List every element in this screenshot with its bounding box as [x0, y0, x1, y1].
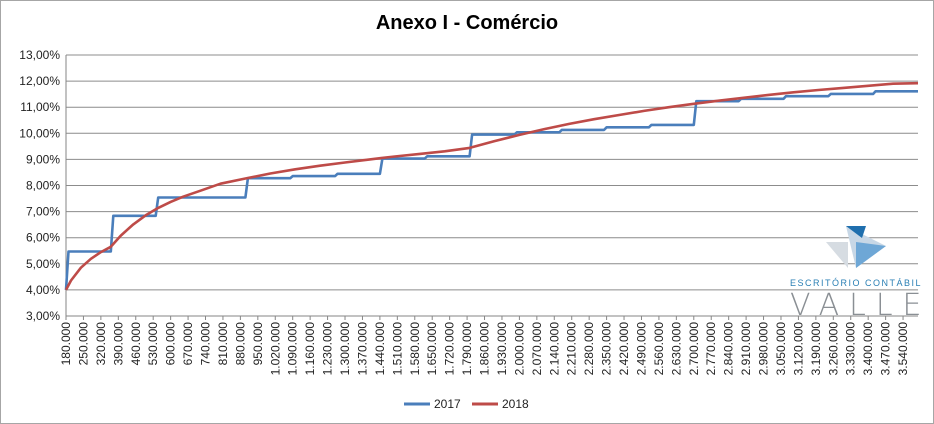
x-tick-label: 2.070.000	[530, 322, 544, 376]
logo-mark-icon	[826, 226, 886, 268]
x-tick-label: 1.930.000	[495, 322, 509, 376]
x-tick-label: 390.000	[111, 322, 125, 366]
x-tick-label: 3.330.000	[844, 322, 858, 376]
x-tick-label: 2.840.000	[722, 322, 736, 376]
x-tick-label: 2.770.000	[704, 322, 718, 376]
valle-logo: ESCRITÓRIO CONTÁBIL VALLE	[790, 220, 923, 323]
y-tick-label: 8,00%	[26, 179, 60, 193]
x-tick-label: 1.720.000	[443, 322, 457, 376]
x-tick-label: 2.210.000	[565, 322, 579, 376]
x-tick-label: 1.510.000	[390, 322, 404, 376]
x-axis: 180.000 250.000 320.000 390.000 460.000 530.0…	[59, 316, 910, 375]
x-tick-label: 670.000	[181, 322, 195, 366]
x-tick-label: 3.470.000	[879, 322, 893, 376]
x-tick-label: 2.280.000	[582, 322, 596, 376]
x-tick-label: 2.630.000	[669, 322, 683, 376]
chart-title: Anexo I - Comércio	[375, 12, 559, 34]
x-tick-label: 810.000	[216, 322, 230, 366]
x-tick-label: 2.700.000	[687, 322, 701, 376]
y-tick-label: 3,00%	[26, 309, 60, 323]
x-tick-label: 3.400.000	[861, 322, 875, 376]
x-tick-label: 460.000	[129, 322, 143, 366]
x-tick-label: 180.000	[59, 322, 73, 366]
x-tick-label: 3.190.000	[809, 322, 823, 376]
series-layer	[64, 81, 919, 291]
x-tick-label: 1.370.000	[355, 322, 369, 376]
x-tick-label: 1.230.000	[321, 322, 335, 376]
x-tick-label: 600.000	[164, 322, 178, 366]
x-tick-label: 530.000	[146, 322, 160, 366]
logo-subtitle: ESCRITÓRIO CONTÁBIL	[790, 278, 923, 288]
x-tick-label: 1.790.000	[460, 322, 474, 376]
x-tick-label: 250.000	[76, 322, 90, 366]
x-tick-label: 1.160.000	[303, 322, 317, 376]
x-tick-label: 950.000	[251, 322, 265, 366]
x-tick-label: 2.560.000	[652, 322, 666, 376]
y-tick-label: 10,00%	[19, 126, 60, 140]
x-tick-label: 3.050.000	[774, 322, 788, 376]
x-tick-label: 3.120.000	[791, 322, 805, 376]
x-tick-label: 740.000	[199, 322, 213, 366]
x-tick-label: 2.000.000	[512, 322, 526, 376]
legend-label: 2018	[502, 397, 529, 411]
y-tick-label: 7,00%	[26, 205, 60, 219]
x-tick-label: 1.020.000	[268, 322, 282, 376]
legend-label: 2017	[434, 397, 461, 411]
x-tick-label: 2.140.000	[547, 322, 561, 376]
x-tick-label: 2.350.000	[600, 322, 614, 376]
x-tick-label: 1.860.000	[478, 322, 492, 376]
x-tick-label: 2.980.000	[757, 322, 771, 376]
y-tick-label: 12,00%	[19, 74, 60, 88]
x-tick-label: 3.540.000	[896, 322, 910, 376]
y-tick-label: 9,00%	[26, 152, 60, 166]
y-tick-label: 11,00%	[20, 100, 60, 114]
x-tick-label: 1.580.000	[408, 322, 422, 376]
x-tick-label: 1.440.000	[373, 322, 387, 376]
x-tick-label: 3.260.000	[826, 322, 840, 376]
y-tick-label: 13,00%	[19, 48, 60, 62]
y-tick-label: 4,00%	[26, 283, 60, 297]
x-tick-label: 2.910.000	[739, 322, 753, 376]
y-tick-label: 6,00%	[26, 231, 60, 245]
legend: 2017 2018	[404, 397, 529, 411]
x-tick-label: 1.300.000	[338, 322, 352, 376]
x-tick-label: 2.490.000	[634, 322, 648, 376]
y-axis: 3,00% 4,00% 5,00% 6,00% 7,00% 8,00% 9,00% 10,00…	[19, 48, 60, 323]
logo-name: VALLE	[790, 288, 932, 323]
series-line-2017	[64, 90, 918, 290]
x-tick-label: 1.650.000	[425, 322, 439, 376]
y-tick-label: 5,00%	[26, 257, 60, 271]
x-tick-label: 880.000	[233, 322, 247, 366]
series-line-2018	[64, 81, 919, 291]
x-tick-label: 2.420.000	[617, 322, 631, 376]
x-tick-label: 1.090.000	[286, 322, 300, 376]
x-tick-label: 320.000	[94, 322, 108, 366]
